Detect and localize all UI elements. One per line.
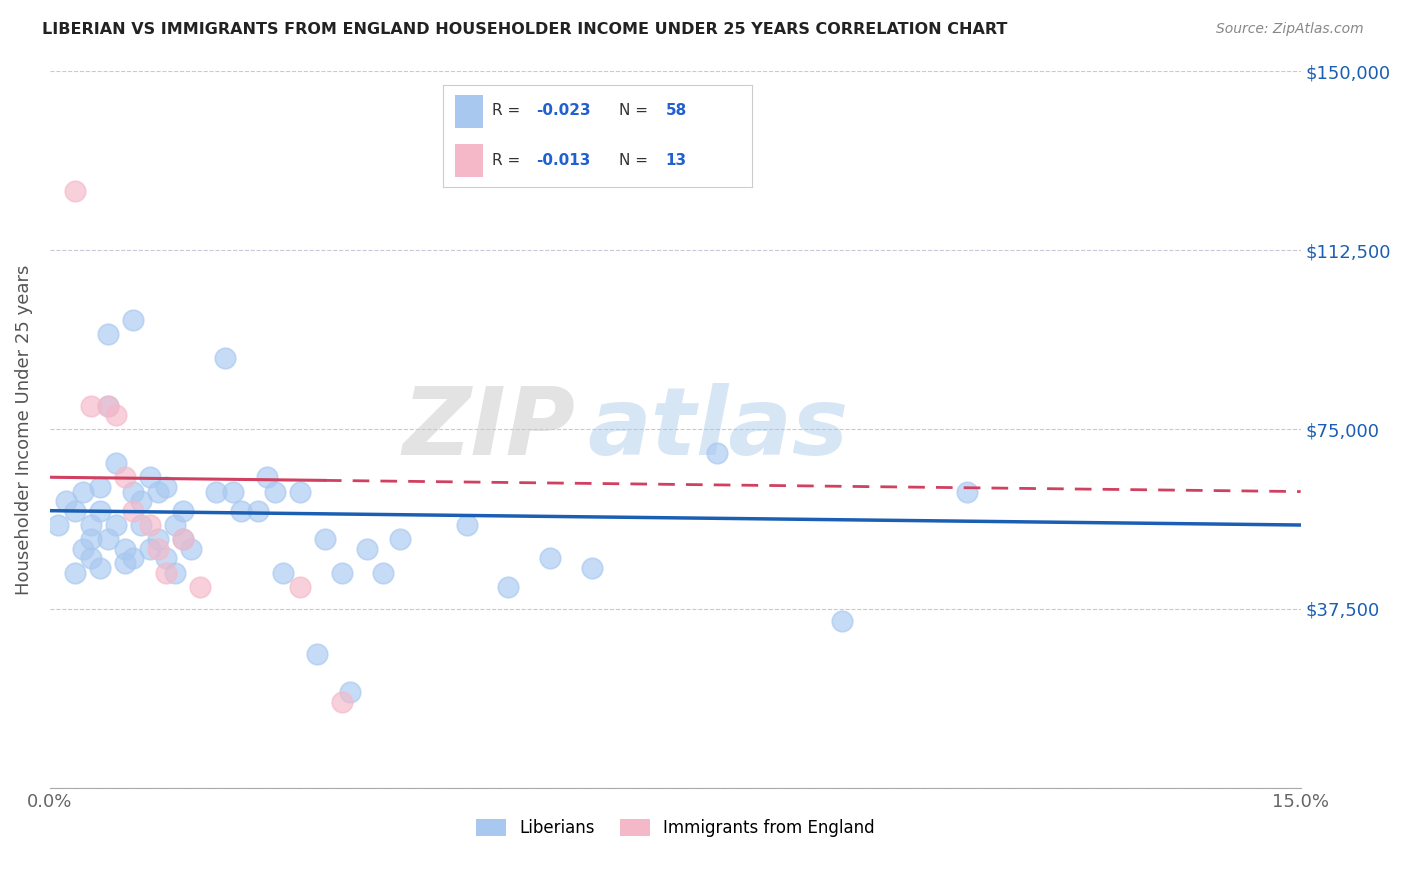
Point bbox=[122, 504, 145, 518]
Point bbox=[55, 494, 77, 508]
Text: R =: R = bbox=[492, 153, 526, 168]
Text: R =: R = bbox=[492, 103, 526, 119]
Point bbox=[581, 561, 603, 575]
Point bbox=[214, 351, 236, 365]
Point bbox=[131, 494, 153, 508]
Point bbox=[538, 551, 561, 566]
Point bbox=[305, 647, 328, 661]
Point bbox=[155, 551, 177, 566]
Point bbox=[288, 484, 311, 499]
Point bbox=[356, 541, 378, 556]
Point bbox=[63, 504, 86, 518]
FancyBboxPatch shape bbox=[456, 95, 484, 128]
Point bbox=[155, 480, 177, 494]
Text: 13: 13 bbox=[665, 153, 686, 168]
Point bbox=[314, 533, 336, 547]
Point bbox=[122, 484, 145, 499]
Point bbox=[146, 484, 169, 499]
Point bbox=[706, 446, 728, 460]
Point bbox=[247, 504, 270, 518]
Y-axis label: Householder Income Under 25 years: Householder Income Under 25 years bbox=[15, 264, 32, 595]
Text: atlas: atlas bbox=[588, 384, 849, 475]
Point bbox=[89, 561, 111, 575]
Point bbox=[188, 580, 211, 594]
Text: ZIP: ZIP bbox=[402, 384, 575, 475]
Point bbox=[180, 541, 202, 556]
Point bbox=[80, 533, 103, 547]
Point bbox=[97, 326, 120, 341]
Point bbox=[122, 551, 145, 566]
Point bbox=[105, 456, 128, 470]
Text: LIBERIAN VS IMMIGRANTS FROM ENGLAND HOUSEHOLDER INCOME UNDER 25 YEARS CORRELATIO: LIBERIAN VS IMMIGRANTS FROM ENGLAND HOUS… bbox=[42, 22, 1008, 37]
Point bbox=[122, 312, 145, 326]
Point bbox=[89, 480, 111, 494]
Point bbox=[80, 399, 103, 413]
Point bbox=[163, 566, 186, 580]
Text: -0.013: -0.013 bbox=[536, 153, 591, 168]
Point bbox=[339, 685, 361, 699]
Point bbox=[330, 566, 353, 580]
Point bbox=[146, 541, 169, 556]
Point bbox=[114, 556, 136, 570]
FancyBboxPatch shape bbox=[456, 145, 484, 177]
Text: -0.023: -0.023 bbox=[536, 103, 591, 119]
Point bbox=[46, 518, 69, 533]
Point bbox=[105, 408, 128, 422]
Point bbox=[498, 580, 520, 594]
Text: 58: 58 bbox=[665, 103, 688, 119]
Point bbox=[105, 518, 128, 533]
Point bbox=[163, 518, 186, 533]
Point bbox=[205, 484, 228, 499]
Legend: Liberians, Immigrants from England: Liberians, Immigrants from England bbox=[470, 813, 882, 844]
Point bbox=[131, 518, 153, 533]
Point bbox=[288, 580, 311, 594]
Point bbox=[114, 470, 136, 484]
Point bbox=[139, 541, 162, 556]
Point bbox=[146, 533, 169, 547]
Point bbox=[388, 533, 411, 547]
Point bbox=[114, 541, 136, 556]
Point bbox=[330, 695, 353, 709]
Point bbox=[222, 484, 245, 499]
Text: Source: ZipAtlas.com: Source: ZipAtlas.com bbox=[1216, 22, 1364, 37]
Point bbox=[373, 566, 395, 580]
Point bbox=[97, 399, 120, 413]
Point bbox=[63, 566, 86, 580]
Point bbox=[89, 504, 111, 518]
Point bbox=[172, 504, 194, 518]
Point bbox=[97, 533, 120, 547]
Point bbox=[63, 184, 86, 198]
Text: N =: N = bbox=[619, 103, 652, 119]
Point bbox=[271, 566, 294, 580]
Point bbox=[139, 470, 162, 484]
Point bbox=[139, 518, 162, 533]
Point bbox=[80, 551, 103, 566]
Point bbox=[956, 484, 979, 499]
Point bbox=[155, 566, 177, 580]
Point bbox=[172, 533, 194, 547]
Point bbox=[80, 518, 103, 533]
Point bbox=[456, 518, 478, 533]
Point bbox=[172, 533, 194, 547]
Point bbox=[263, 484, 285, 499]
Point bbox=[97, 399, 120, 413]
Point bbox=[72, 484, 94, 499]
Text: N =: N = bbox=[619, 153, 652, 168]
Point bbox=[231, 504, 253, 518]
Point bbox=[72, 541, 94, 556]
Point bbox=[256, 470, 278, 484]
Point bbox=[831, 614, 853, 628]
